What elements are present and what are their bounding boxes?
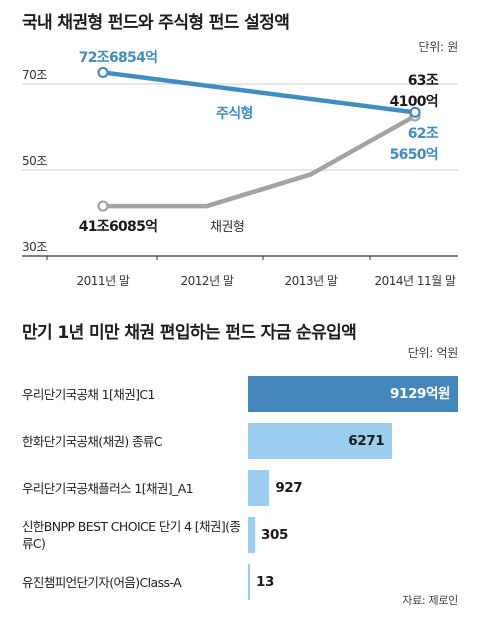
bar [248,423,393,459]
bar-category-label: 우리단기국공채플러스 1[채권]_A1 [22,480,194,496]
data-label-stock-start: 72조6854억 [79,50,158,66]
data-label-stock-end: 4100억 [390,94,438,110]
x-tick-label: 2012년 말 [181,274,234,288]
data-label-bond-start: 41조6085억 [79,219,158,235]
bar-category-label: 우리단기국공채 1[채권]C1 [22,386,155,402]
bar-value-label: 927 [275,480,303,496]
line-chart-unit: 단위: 원 [418,40,459,54]
bar [248,470,270,506]
bar-value-label: 13 [256,574,274,590]
bar-category-label: 유진챔피언단기자(어음)Class-A [22,574,182,590]
bar-chart-unit: 단위: 억원 [407,346,459,360]
series-name-stock: 주식형 [216,105,253,122]
bar-category-label: 신한BNPP BEST CHOICE 단기 4 [채권](종류C) [22,519,241,551]
source-note: 자료: 제로인 [402,594,458,607]
data-label-stock-end: 63조 [408,73,439,89]
bar-category-label: 한화단기국공채(채권) 종류C [22,433,163,449]
y-tick-label: 70조 [22,68,47,82]
line-chart-title: 국내 채권형 펀드와 주식형 펀드 설정액 [22,13,290,33]
data-label-bond-end: 62조 [408,126,439,142]
x-tick-label: 2014년 11월 말 [374,274,456,288]
line-chart: 70조 50조 30조 2011년 말 2012년 말 2013년 말 2014년 11월 … [22,50,458,288]
bar [248,564,250,600]
series-line-stock [102,70,416,115]
bar-value-label: 9129억원 [389,386,450,402]
x-tick-label: 2011년 말 [77,274,130,288]
data-label-bond-end: 5650억 [390,147,438,163]
x-tick-label: 2013년 말 [285,274,338,288]
bar-chart-title: 만기 1년 미만 채권 편입하는 펀드 자금 순유입액 [22,323,357,343]
series-name-bond: 채권형 [210,220,244,235]
data-point [409,106,421,118]
series-line-bond [103,114,417,209]
bar-value-label: 6271 [348,433,385,449]
y-tick-label: 50조 [22,154,47,168]
bar [248,517,256,553]
y-tick-label: 30조 [22,240,47,254]
data-point [97,66,109,79]
bar [248,376,458,412]
bar-value-label: 305 [261,527,288,543]
data-point [97,200,109,212]
